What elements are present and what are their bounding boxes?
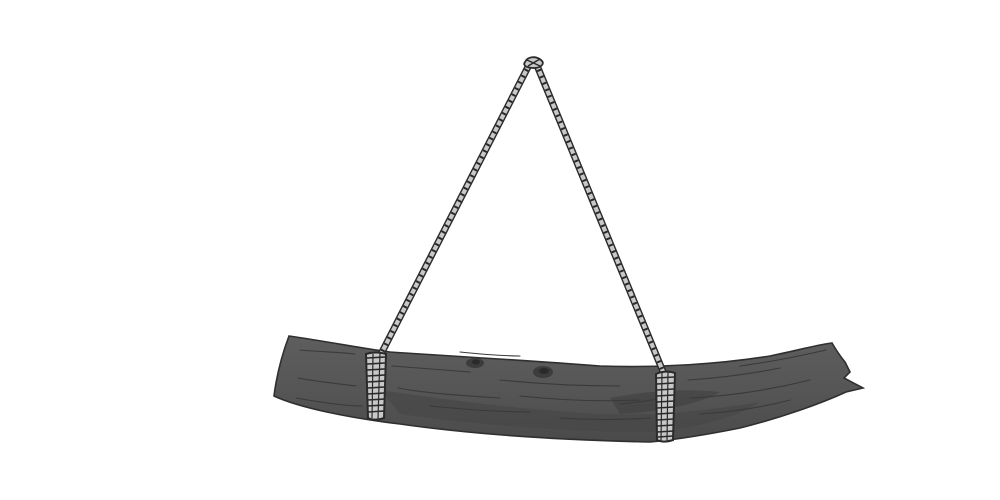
rope-left-strand xyxy=(376,59,534,360)
wood-grain xyxy=(295,349,827,421)
rope-knot xyxy=(523,56,544,69)
rope-wrap-right xyxy=(654,370,677,443)
rope-wrap-left xyxy=(364,351,388,421)
log xyxy=(273,335,866,443)
log-knot xyxy=(533,366,553,378)
log-knot xyxy=(466,358,484,368)
rope-right-strand xyxy=(532,59,668,378)
